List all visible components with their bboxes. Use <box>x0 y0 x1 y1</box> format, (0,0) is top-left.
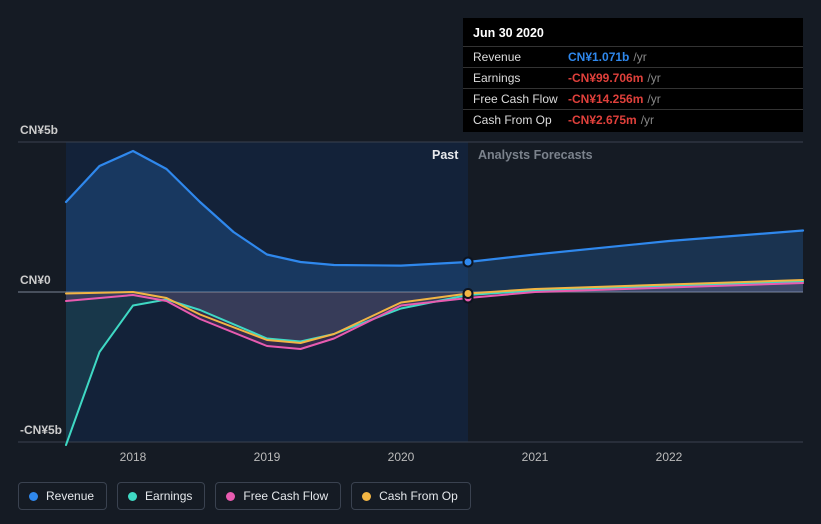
legend-label: Cash From Op <box>379 489 458 503</box>
tooltip-row: Free Cash Flow-CN¥14.256m/yr <box>463 88 803 109</box>
chart-tooltip: Jun 30 2020 RevenueCN¥1.071b/yrEarnings-… <box>463 18 803 132</box>
y-axis-label: CN¥0 <box>20 273 51 287</box>
x-axis-label: 2020 <box>388 450 415 464</box>
legend-swatch-icon <box>29 492 38 501</box>
legend-item-fcf[interactable]: Free Cash Flow <box>215 482 341 510</box>
tooltip-row-value: -CN¥99.706m <box>568 71 643 85</box>
legend-swatch-icon <box>128 492 137 501</box>
tooltip-row-unit: /yr <box>633 50 646 64</box>
x-axis-label: 2022 <box>656 450 683 464</box>
tooltip-row-label: Cash From Op <box>473 113 568 127</box>
x-axis-label: 2021 <box>522 450 549 464</box>
x-axis-label: 2019 <box>254 450 281 464</box>
tooltip-row-unit: /yr <box>647 71 660 85</box>
legend-label: Free Cash Flow <box>243 489 328 503</box>
legend-label: Revenue <box>46 489 94 503</box>
tooltip-row-unit: /yr <box>647 92 660 106</box>
tooltip-row: Cash From Op-CN¥2.675m/yr <box>463 109 803 130</box>
legend-label: Earnings <box>145 489 192 503</box>
tooltip-row: Earnings-CN¥99.706m/yr <box>463 67 803 88</box>
tooltip-row-value: CN¥1.071b <box>568 50 629 64</box>
tooltip-date: Jun 30 2020 <box>463 24 803 46</box>
tooltip-row-value: -CN¥14.256m <box>568 92 643 106</box>
legend-item-cfo[interactable]: Cash From Op <box>351 482 471 510</box>
tooltip-row-label: Free Cash Flow <box>473 92 568 106</box>
tooltip-row-value: -CN¥2.675m <box>568 113 637 127</box>
tooltip-row-label: Earnings <box>473 71 568 85</box>
region-label-forecast: Analysts Forecasts <box>478 148 593 162</box>
x-axis-label: 2018 <box>120 450 147 464</box>
tooltip-row-unit: /yr <box>641 113 654 127</box>
tooltip-row-label: Revenue <box>473 50 568 64</box>
region-label-past: Past <box>432 148 458 162</box>
legend-item-earnings[interactable]: Earnings <box>117 482 205 510</box>
legend-item-revenue[interactable]: Revenue <box>18 482 107 510</box>
y-axis-label: -CN¥5b <box>20 423 62 437</box>
legend: Revenue Earnings Free Cash Flow Cash From O… <box>18 482 471 510</box>
legend-swatch-icon <box>226 492 235 501</box>
y-axis-label: CN¥5b <box>20 123 58 137</box>
tooltip-row: RevenueCN¥1.071b/yr <box>463 46 803 67</box>
legend-swatch-icon <box>362 492 371 501</box>
